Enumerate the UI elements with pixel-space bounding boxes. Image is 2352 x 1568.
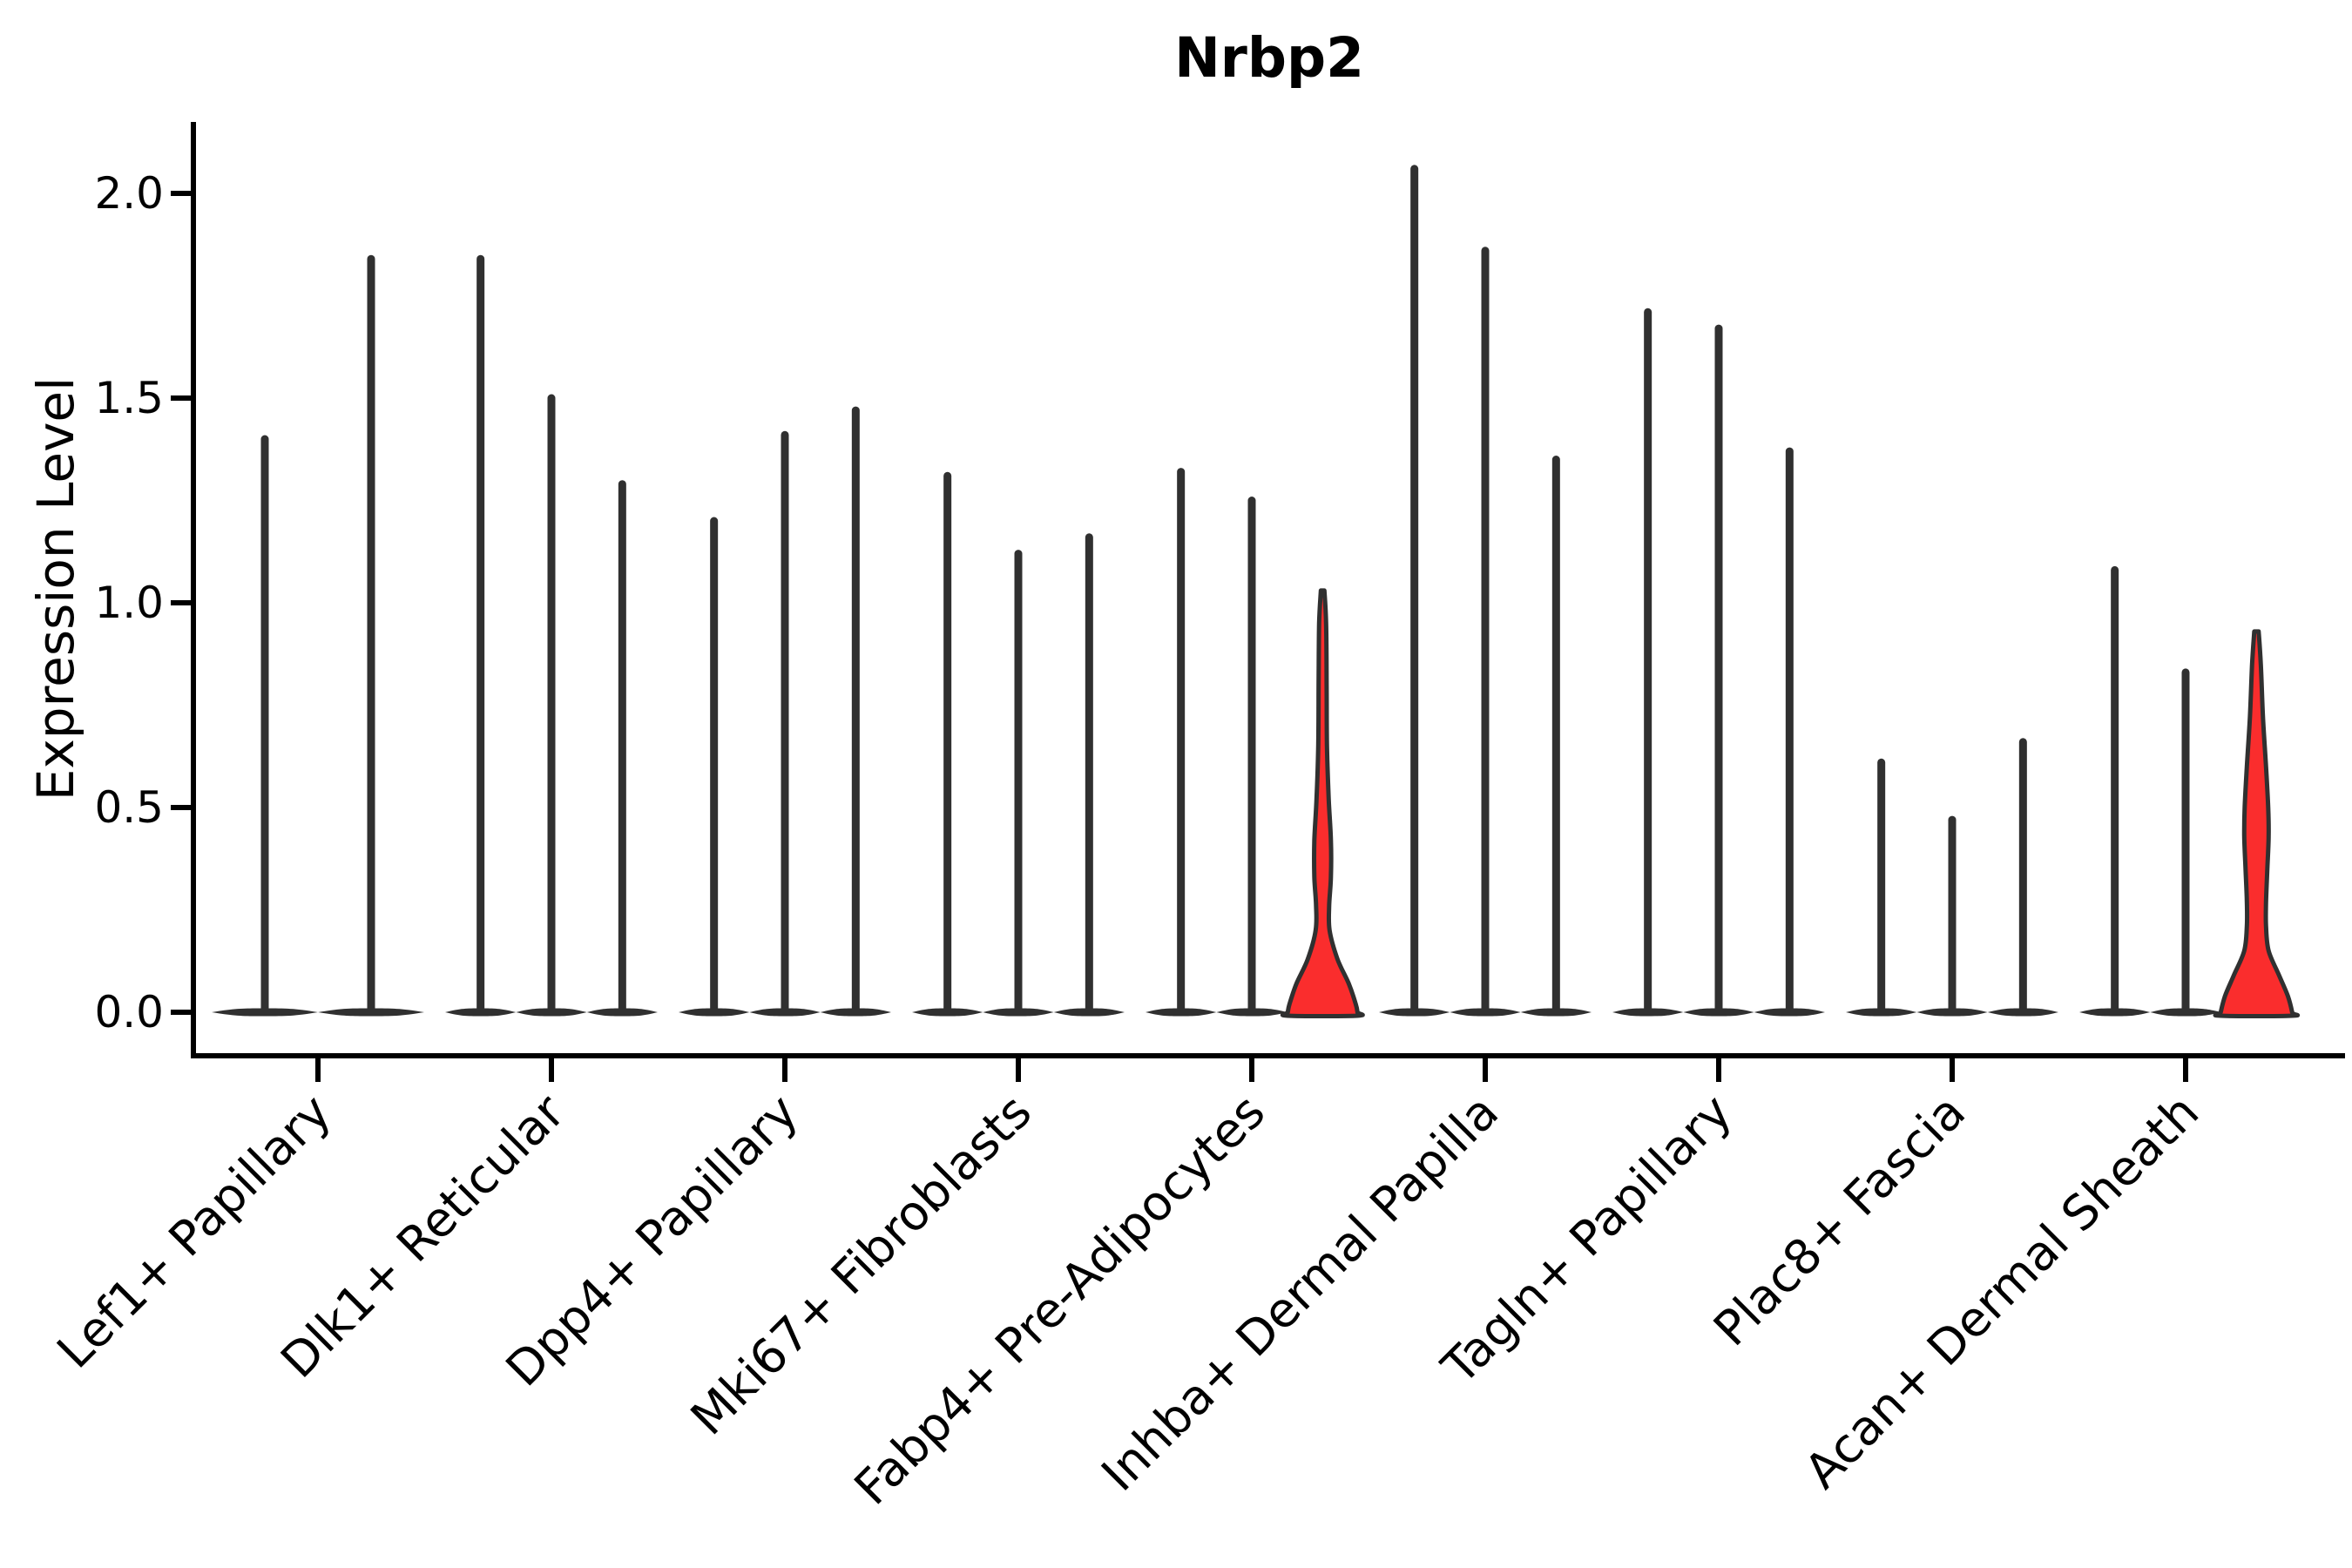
violin-group: [1846, 738, 2058, 1017]
y-axis-label: Expression Level: [26, 377, 85, 801]
x-tick-label: Acan+ Dermal Sheath: [1794, 1084, 2209, 1499]
y-tick-label: 2.0: [94, 168, 164, 219]
violin-highlighted: [1280, 588, 1365, 1019]
violin-group: [679, 406, 891, 1017]
violin-group: [212, 254, 424, 1017]
y-tick-label: 0.0: [94, 987, 164, 1037]
x-tick-label: Inhba+ Dermal Papilla: [1091, 1084, 1509, 1502]
chart-title: Nrbp2: [1174, 26, 1364, 90]
violin-group: [1379, 165, 1592, 1017]
violin-highlighted: [2213, 629, 2301, 1019]
x-tick-label: Plac8+ Fascia: [1703, 1084, 1976, 1356]
violin-group: [912, 471, 1125, 1017]
y-tick-label: 1.5: [94, 373, 164, 423]
violin-group: [2079, 565, 2301, 1019]
violin-group: [1612, 308, 1825, 1017]
y-tick-label: 1.0: [94, 578, 164, 628]
y-tick-label: 0.5: [94, 782, 164, 833]
violin-layer: [212, 165, 2301, 1019]
x-tick-label: Fabp4+ Pre-Adipocytes: [843, 1084, 1275, 1516]
violin-group: [445, 254, 658, 1017]
violin-group: [1146, 468, 1365, 1019]
